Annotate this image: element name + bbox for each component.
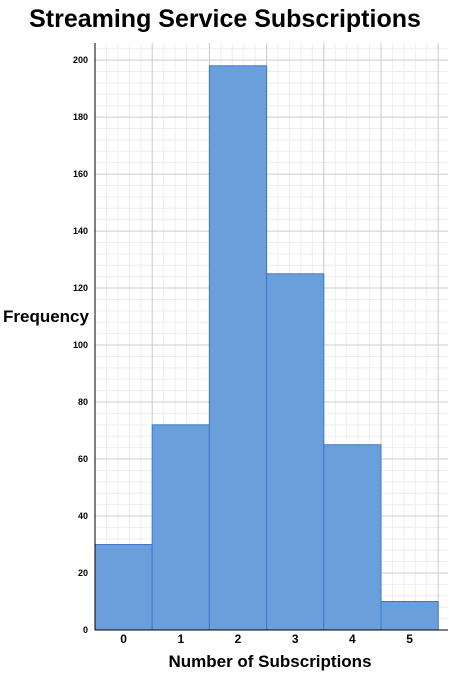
x-axis-label: Number of Subscriptions bbox=[168, 652, 371, 671]
bar-0 bbox=[94, 544, 153, 631]
x-tick-labels: 0 1 2 3 4 5 bbox=[120, 632, 413, 646]
y-tick-label: 0 bbox=[83, 625, 88, 635]
y-tick-label: 60 bbox=[78, 454, 88, 464]
y-tick-labels: 0 20 40 60 80 100 120 140 160 180 200 bbox=[73, 55, 88, 635]
x-tick-label: 0 bbox=[120, 632, 127, 646]
y-axis-label: Frequency bbox=[3, 307, 90, 326]
bar-1 bbox=[151, 424, 210, 631]
y-tick-label: 100 bbox=[73, 340, 88, 350]
y-tick-label: 200 bbox=[73, 55, 88, 65]
x-tick-label: 4 bbox=[349, 632, 356, 646]
x-tick-label: 1 bbox=[177, 632, 184, 646]
y-tick-label: 120 bbox=[73, 283, 88, 293]
y-tick-label: 40 bbox=[78, 511, 88, 521]
chart-title: Streaming Service Subscriptions bbox=[29, 5, 421, 33]
bar-5 bbox=[380, 601, 439, 631]
y-tick-label: 80 bbox=[78, 397, 88, 407]
x-tick-label: 2 bbox=[235, 632, 242, 646]
bar-2 bbox=[208, 65, 268, 631]
bar-3 bbox=[266, 273, 325, 631]
axes bbox=[94, 43, 448, 631]
y-tick-label: 20 bbox=[78, 568, 88, 578]
x-tick-label: 3 bbox=[292, 632, 299, 646]
y-tick-label: 160 bbox=[73, 169, 88, 179]
y-tick-label: 180 bbox=[73, 112, 88, 122]
bars bbox=[94, 65, 439, 631]
y-tick-label: 140 bbox=[73, 226, 88, 236]
x-tick-label: 5 bbox=[406, 632, 413, 646]
bar-4 bbox=[323, 444, 382, 631]
